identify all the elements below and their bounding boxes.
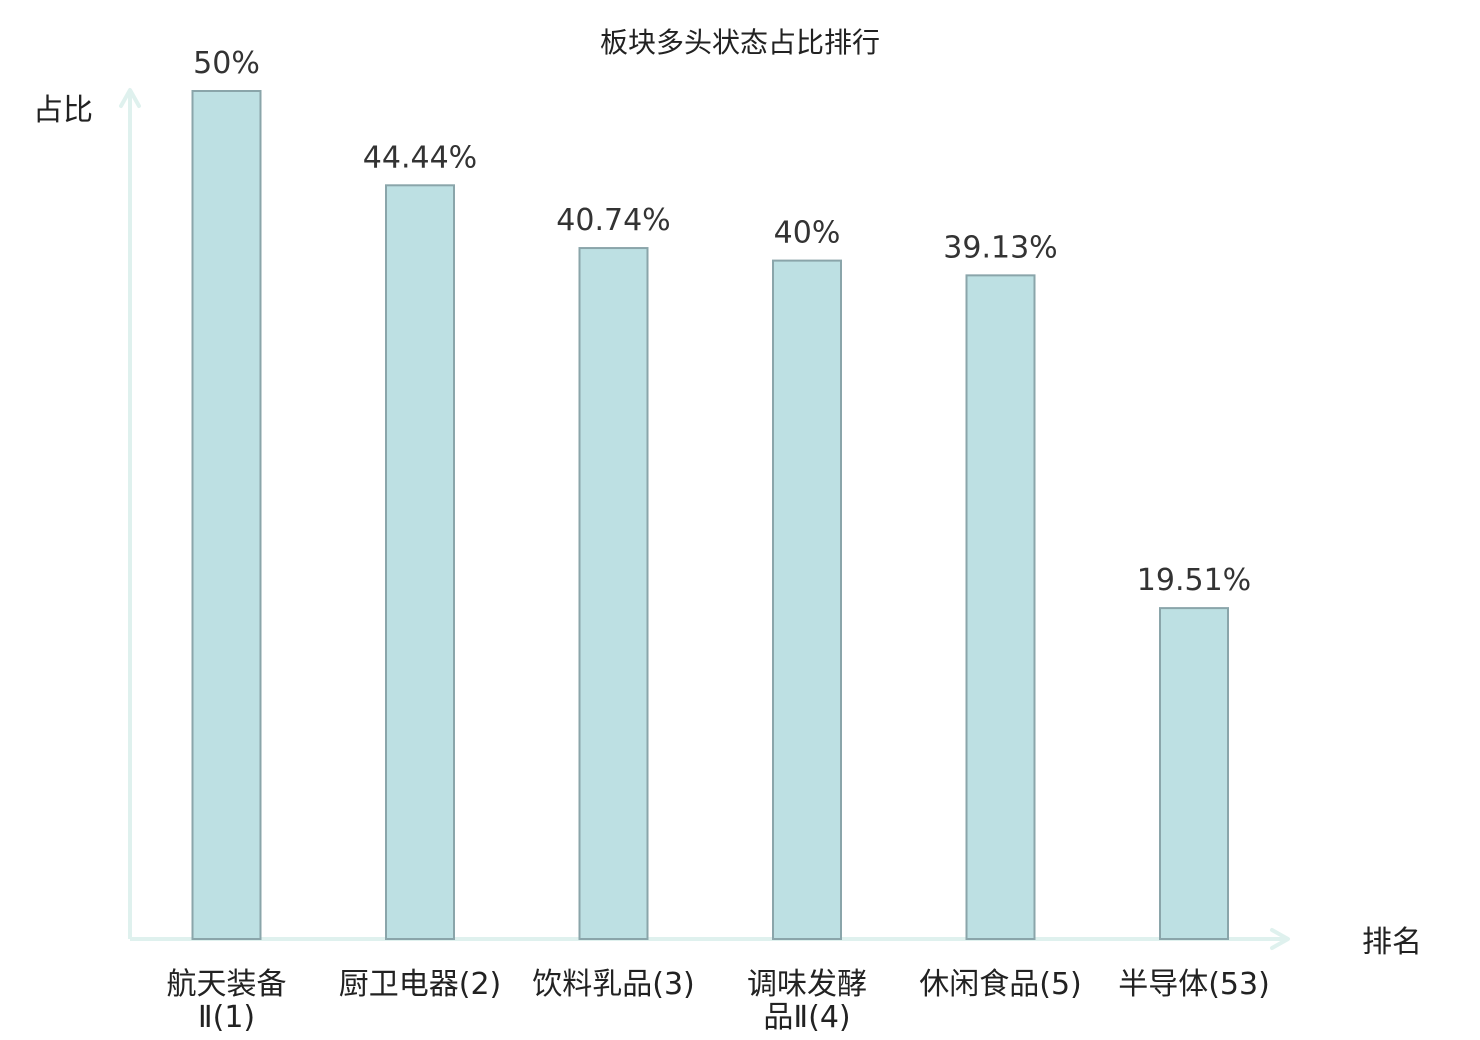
category-label: 休闲食品(5) <box>919 967 1082 1002</box>
category-label: 半导体(53) <box>1118 967 1270 1002</box>
value-label: 40.74% <box>556 203 670 238</box>
value-label: 19.51% <box>1137 563 1251 598</box>
axes <box>119 88 1290 950</box>
value-label: 44.44% <box>363 140 477 175</box>
x-axis-arrow-icon <box>1270 928 1290 950</box>
category-label: Ⅱ(1) <box>198 1000 255 1035</box>
bars <box>191 90 1229 941</box>
bar <box>578 247 649 940</box>
category-label: 厨卫电器(2) <box>339 967 502 1002</box>
category-label: 饮料乳品(3) <box>532 967 695 1002</box>
bar <box>1159 607 1229 940</box>
category-label: 调味发酵 <box>747 967 867 1002</box>
value-label: 40% <box>774 216 841 251</box>
value-label: 50% <box>193 46 260 81</box>
bar <box>385 184 455 940</box>
value-labels: 50% 44.44% 40.74% 40% 39.13% 19.51% <box>193 46 1251 598</box>
y-axis-label: 占比 <box>33 93 93 128</box>
chart-title: 板块多头状态占比排行 <box>600 26 880 59</box>
category-label: 航天装备 <box>167 967 287 1002</box>
bar <box>965 274 1036 940</box>
x-axis-label: 排名 <box>1362 925 1422 960</box>
bar <box>772 259 842 941</box>
category-label: 品Ⅱ(4) <box>763 1000 850 1035</box>
bar <box>191 90 262 940</box>
value-label: 39.13% <box>943 230 1057 265</box>
y-axis-arrow-icon <box>119 88 141 108</box>
